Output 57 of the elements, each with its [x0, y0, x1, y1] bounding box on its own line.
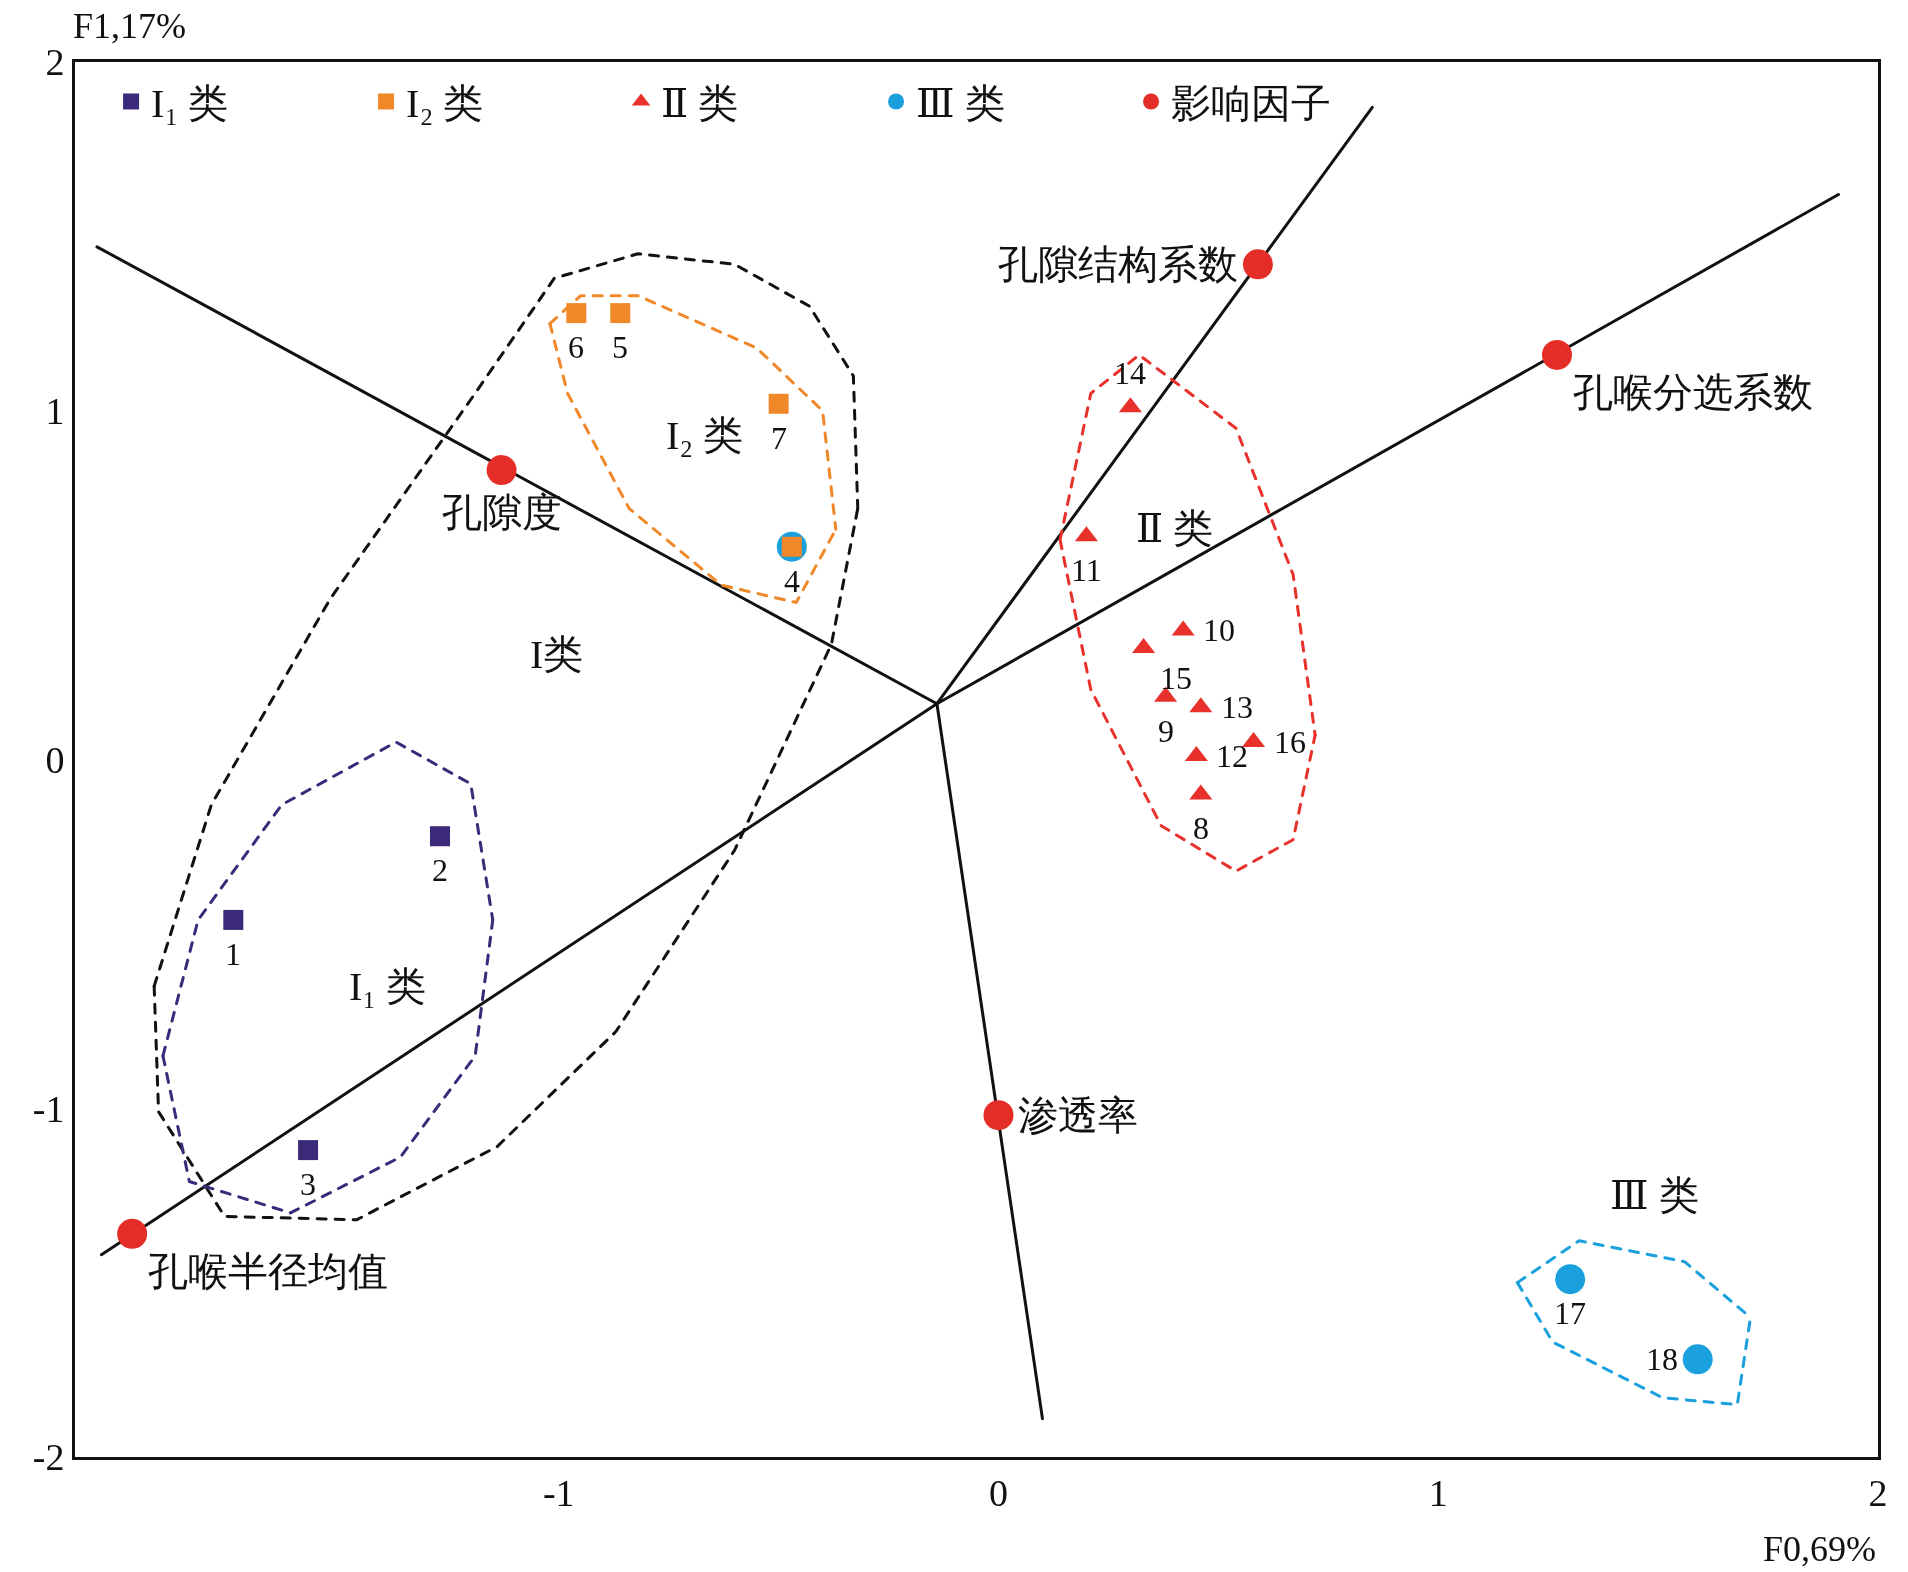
annotation: 6 — [568, 329, 584, 365]
y-tick-label: 2 — [45, 41, 65, 84]
x-tick-label: -1 — [542, 1471, 575, 1514]
annotation: 13 — [1221, 689, 1253, 725]
legend-label: I₂ 类 — [406, 81, 484, 127]
annotation: I₂ 类 — [666, 413, 744, 458]
annotation: 渗透率 — [1018, 1093, 1138, 1138]
annotation: I类 — [530, 632, 584, 677]
annotation: 15 — [1160, 660, 1192, 696]
point — [1242, 249, 1273, 280]
point — [1555, 1264, 1586, 1295]
annotation: 孔隙度 — [442, 490, 562, 535]
point — [1541, 339, 1572, 370]
x-tick-label: 0 — [988, 1471, 1008, 1514]
x-axis-title: F0,69% — [1763, 1529, 1877, 1569]
annotation: 17 — [1554, 1295, 1586, 1331]
y-tick-label: 0 — [45, 738, 65, 781]
point — [223, 909, 244, 930]
y-tick-label: -1 — [32, 1087, 65, 1130]
annotation: 孔喉半径均值 — [148, 1249, 388, 1294]
point — [983, 1100, 1014, 1131]
y-tick-label: 1 — [45, 390, 65, 433]
annotation: 4 — [784, 563, 800, 599]
annotation: Ⅲ 类 — [1610, 1173, 1699, 1218]
point — [610, 303, 631, 324]
x-tick-label: 2 — [1868, 1471, 1888, 1514]
point — [768, 393, 789, 414]
annotation: 8 — [1193, 810, 1209, 846]
point — [1682, 1344, 1713, 1375]
annotation: 12 — [1216, 738, 1248, 774]
legend-label: I₁ 类 — [151, 81, 229, 127]
legend-label: Ⅱ 类 — [661, 81, 739, 127]
legend-label: Ⅲ 类 — [916, 81, 1005, 127]
x-tick-label: 1 — [1428, 1471, 1448, 1514]
point — [117, 1218, 148, 1249]
annotation: 孔隙结构系数 — [998, 242, 1238, 287]
y-axis-title: F1,17% — [73, 6, 187, 46]
annotation: 孔喉分选系数 — [1573, 370, 1813, 415]
annotation: 3 — [300, 1166, 316, 1202]
point — [566, 303, 587, 324]
y-tick-label: -2 — [32, 1436, 65, 1479]
legend-label: 影响因子 — [1171, 81, 1332, 127]
annotation: 18 — [1646, 1341, 1678, 1377]
annotation: 2 — [432, 852, 448, 888]
annotation: 5 — [612, 329, 628, 365]
annotation: I₁ 类 — [349, 964, 427, 1009]
annotation: 16 — [1274, 724, 1306, 760]
annotation: 9 — [1158, 713, 1174, 749]
annotation: Ⅱ 类 — [1136, 506, 1214, 551]
annotation: 14 — [1114, 355, 1146, 391]
point — [486, 455, 517, 486]
annotation: 1 — [225, 936, 241, 972]
annotation: 11 — [1071, 552, 1102, 588]
point — [298, 1140, 319, 1161]
point — [430, 826, 450, 847]
annotation: 10 — [1203, 612, 1235, 648]
annotation: 7 — [771, 420, 787, 456]
